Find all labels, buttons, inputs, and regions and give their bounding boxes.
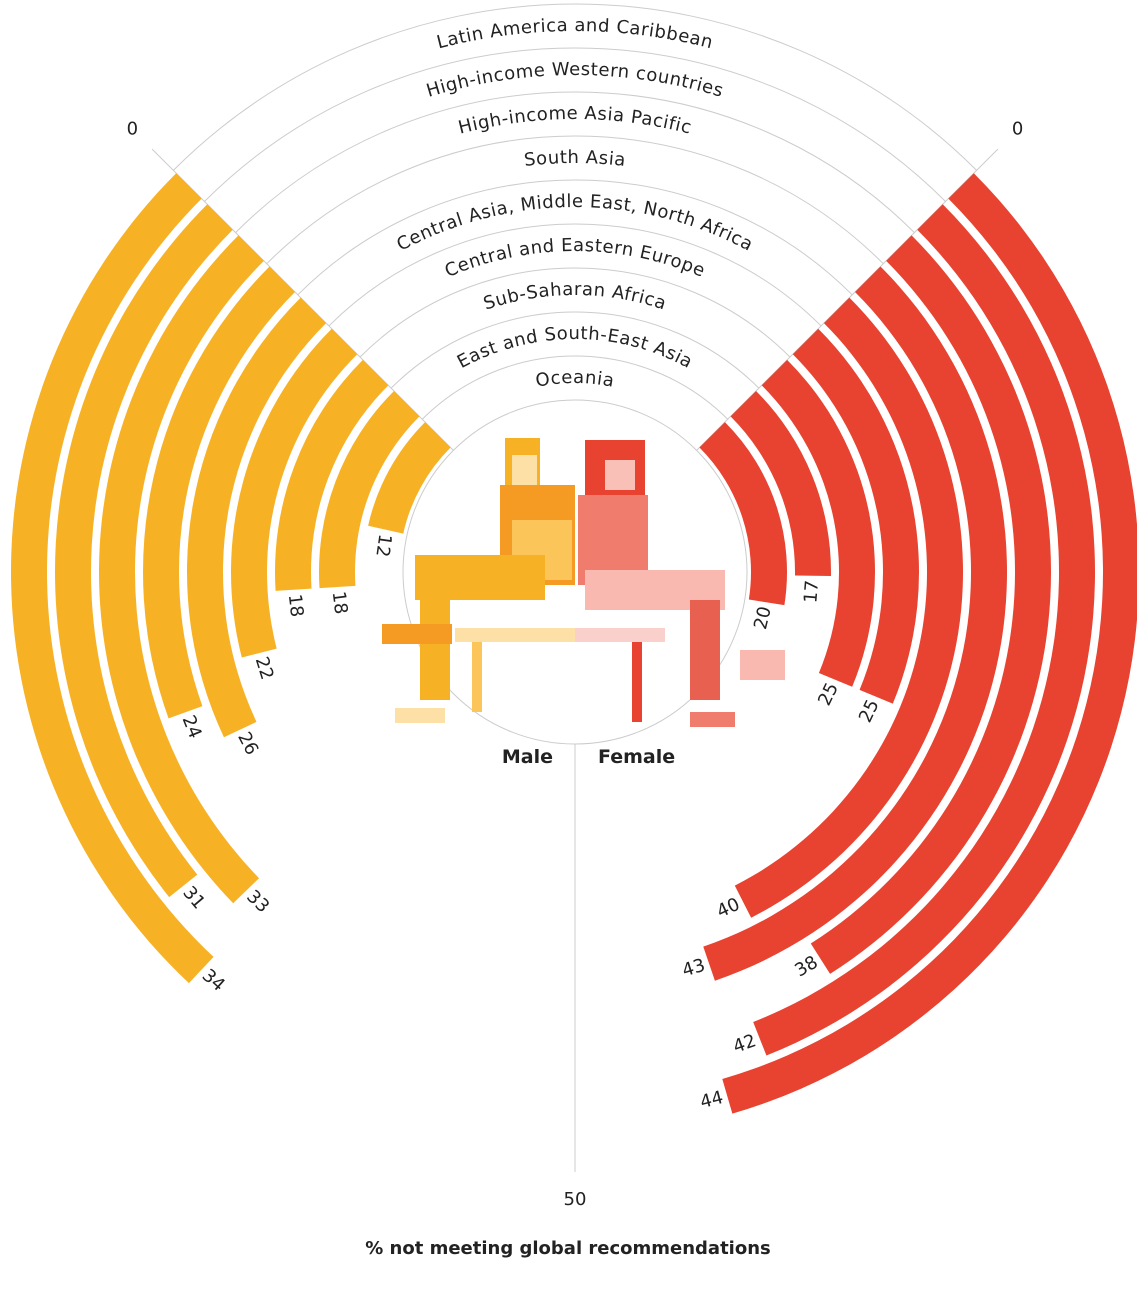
region-label: Sub-Saharan Africa xyxy=(481,279,669,315)
value-label: 25 xyxy=(855,696,884,726)
region-label-text: High-income Asia Pacific xyxy=(456,103,694,139)
value-label: 44 xyxy=(698,1087,725,1113)
region-label-text: Central and Eastern Europe xyxy=(442,235,708,282)
value-label: 17 xyxy=(800,579,823,604)
value-label: 38 xyxy=(791,952,821,982)
value-label: 34 xyxy=(198,965,229,996)
value-label: 20 xyxy=(750,604,776,631)
region-label-text: Oceania xyxy=(534,367,616,392)
value-label: 22 xyxy=(251,654,278,682)
region-label: Oceania xyxy=(534,367,616,392)
value-label: 25 xyxy=(814,679,843,709)
legend-male: Male xyxy=(502,746,553,768)
axis-title: % not meeting global recommendations xyxy=(365,1238,771,1259)
value-label: 12 xyxy=(371,533,395,559)
value-label: 33 xyxy=(242,886,273,917)
value-label: 18 xyxy=(328,590,352,615)
region-label: Central and Eastern Europe xyxy=(442,235,708,282)
tick-label: 50 xyxy=(564,1189,587,1210)
value-label: 43 xyxy=(680,955,708,982)
region-label: South Asia xyxy=(523,147,627,171)
region-label-text: Sub-Saharan Africa xyxy=(481,279,669,315)
region-label-text: High-income Western countries xyxy=(424,59,726,102)
region-label: East and South-East Asia xyxy=(454,323,696,373)
value-label: 24 xyxy=(178,712,206,741)
region-label: High-income Western countries xyxy=(424,59,726,102)
value-label: 40 xyxy=(714,894,744,923)
illustration xyxy=(382,438,785,727)
region-label: High-income Asia Pacific xyxy=(456,103,694,139)
value-label: 26 xyxy=(233,729,262,759)
value-label: 18 xyxy=(284,593,308,618)
value-label: 31 xyxy=(178,882,209,913)
tick-label: 0 xyxy=(1012,118,1023,139)
legend-female: Female xyxy=(598,746,675,768)
value-label: 42 xyxy=(730,1030,759,1058)
region-label-text: South Asia xyxy=(523,147,627,171)
tick-label: 0 xyxy=(127,118,138,139)
chart: 0 0 50 OceaniaEast and South-East Asia Sub-S… xyxy=(0,0,1137,1292)
region-label-text: East and South-East Asia xyxy=(454,323,696,373)
